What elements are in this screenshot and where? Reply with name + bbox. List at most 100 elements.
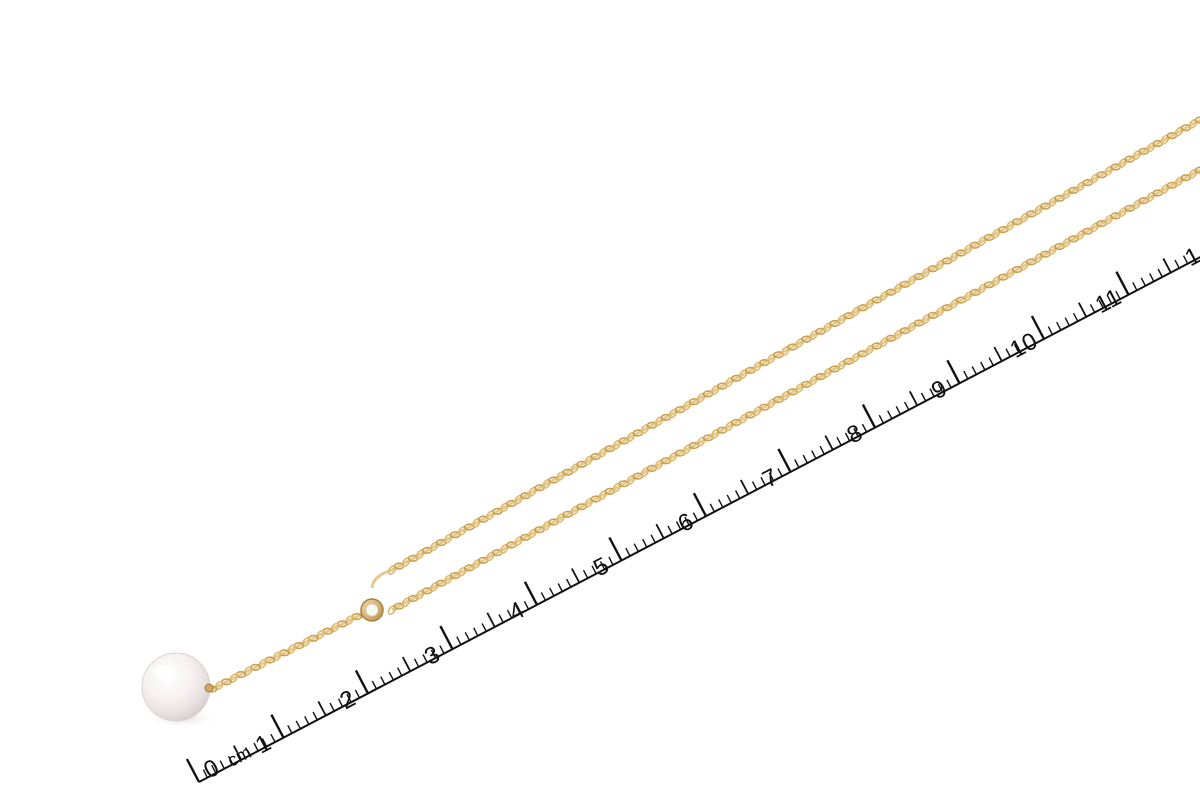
ruler-tick bbox=[937, 383, 944, 393]
ruler-tick bbox=[227, 755, 234, 765]
ruler-tick bbox=[295, 720, 302, 730]
ruler-tick bbox=[709, 503, 716, 513]
ruler-tick bbox=[802, 454, 809, 464]
ruler-tick bbox=[777, 468, 783, 477]
ruler-tick bbox=[768, 472, 775, 482]
ruler-tick bbox=[946, 379, 952, 389]
ruler-tick bbox=[1174, 259, 1180, 269]
ruler-tick bbox=[1022, 339, 1028, 349]
ruler-tick bbox=[667, 525, 673, 535]
ruler-ticks bbox=[185, 255, 1200, 783]
ruler-tick bbox=[211, 764, 217, 774]
ruler-tick bbox=[909, 390, 919, 406]
ruler-tick bbox=[233, 745, 243, 761]
ruler-tick bbox=[971, 366, 978, 375]
ruler-tick bbox=[642, 538, 648, 548]
ruler-tick bbox=[1030, 315, 1046, 340]
ruler-tick bbox=[861, 404, 877, 429]
ruler-tick bbox=[1005, 348, 1011, 358]
ruler-tick bbox=[692, 492, 708, 517]
ruler-tick bbox=[430, 649, 437, 659]
pearl-pendant bbox=[141, 652, 222, 730]
ruler-tick bbox=[1115, 290, 1121, 300]
ruler-tick bbox=[244, 747, 251, 756]
ruler-tick bbox=[354, 689, 361, 699]
ruler-tick bbox=[202, 769, 209, 778]
ruler-tick bbox=[1157, 268, 1163, 278]
ruler-tick bbox=[1182, 255, 1189, 265]
ruler-tick bbox=[317, 700, 327, 716]
ruler-tick bbox=[718, 499, 724, 508]
ruler-tick bbox=[726, 494, 733, 504]
ruler-tick bbox=[608, 556, 614, 566]
ruler-tick bbox=[824, 435, 834, 451]
diamond-bezel-connector bbox=[360, 598, 384, 622]
ruler-tick bbox=[1132, 281, 1138, 291]
ruler-tick bbox=[794, 459, 800, 468]
ruler-tick bbox=[929, 388, 935, 397]
ruler-tick bbox=[565, 578, 572, 588]
ruler-tick bbox=[650, 534, 656, 544]
ruler-tick bbox=[557, 583, 563, 592]
ruler-tick bbox=[413, 658, 420, 668]
ruler-tick bbox=[287, 724, 293, 734]
ruler-tick bbox=[920, 392, 927, 402]
ruler-tick bbox=[853, 428, 859, 437]
ruler-tick bbox=[599, 561, 606, 570]
ruler-tick bbox=[675, 521, 682, 530]
ruler-tick bbox=[1089, 304, 1096, 313]
ruler-tick bbox=[582, 569, 589, 579]
ruler-tick bbox=[185, 758, 201, 783]
ruler-tick bbox=[887, 410, 893, 420]
ruler-tick bbox=[498, 614, 504, 623]
ruler-tick bbox=[270, 733, 276, 743]
ruler-tick bbox=[692, 512, 699, 521]
ruler-tick bbox=[439, 625, 454, 650]
ruler-tick bbox=[946, 359, 961, 384]
ruler-tick bbox=[506, 609, 513, 619]
ruler-tick bbox=[903, 401, 910, 411]
ruler-tick bbox=[523, 600, 530, 610]
ruler-tick bbox=[473, 627, 479, 637]
ruler-tick bbox=[261, 738, 268, 747]
ruler-tick bbox=[751, 481, 758, 490]
ruler-tick bbox=[1047, 326, 1054, 335]
ruler-tick bbox=[836, 436, 842, 446]
ruler-tick bbox=[1162, 257, 1172, 274]
ruler-tick bbox=[337, 698, 344, 708]
ruler-tick bbox=[515, 605, 521, 615]
ruler-tick bbox=[253, 742, 259, 752]
ruler-tick bbox=[608, 536, 623, 562]
ruler-tick bbox=[1115, 271, 1130, 296]
ruler-tick bbox=[734, 490, 741, 499]
ruler-tick bbox=[993, 346, 1003, 362]
ruler-tick bbox=[655, 523, 665, 539]
ruler-tick bbox=[740, 479, 750, 495]
chain-strand-upper bbox=[370, 118, 1200, 589]
ruler-tick bbox=[571, 568, 581, 584]
ruler-tick bbox=[464, 631, 471, 641]
ruler-tick bbox=[1072, 312, 1079, 322]
ruler-tick bbox=[329, 702, 335, 712]
ruler-tick bbox=[777, 448, 792, 473]
ruler-tick bbox=[963, 370, 969, 380]
ruler-tick bbox=[402, 656, 412, 672]
ruler-tick bbox=[270, 714, 285, 739]
ruler-tick bbox=[811, 450, 817, 459]
ruler-tick bbox=[988, 357, 994, 366]
ruler-tick bbox=[486, 612, 496, 628]
ruler-tick bbox=[1013, 343, 1020, 353]
ruler-tick bbox=[456, 636, 462, 646]
ruler-tick bbox=[633, 543, 640, 552]
ruler-tick bbox=[371, 680, 378, 690]
ruler-tick bbox=[1106, 295, 1113, 304]
ruler-tick bbox=[219, 760, 225, 770]
ruler-tick bbox=[388, 671, 395, 681]
ruler-tick bbox=[523, 581, 539, 606]
ruler-tick bbox=[1149, 273, 1155, 282]
ruler-tick bbox=[422, 654, 428, 663]
ruler-tick bbox=[1078, 302, 1088, 318]
ruler-tick bbox=[895, 405, 902, 415]
ruler-tick bbox=[354, 669, 370, 694]
